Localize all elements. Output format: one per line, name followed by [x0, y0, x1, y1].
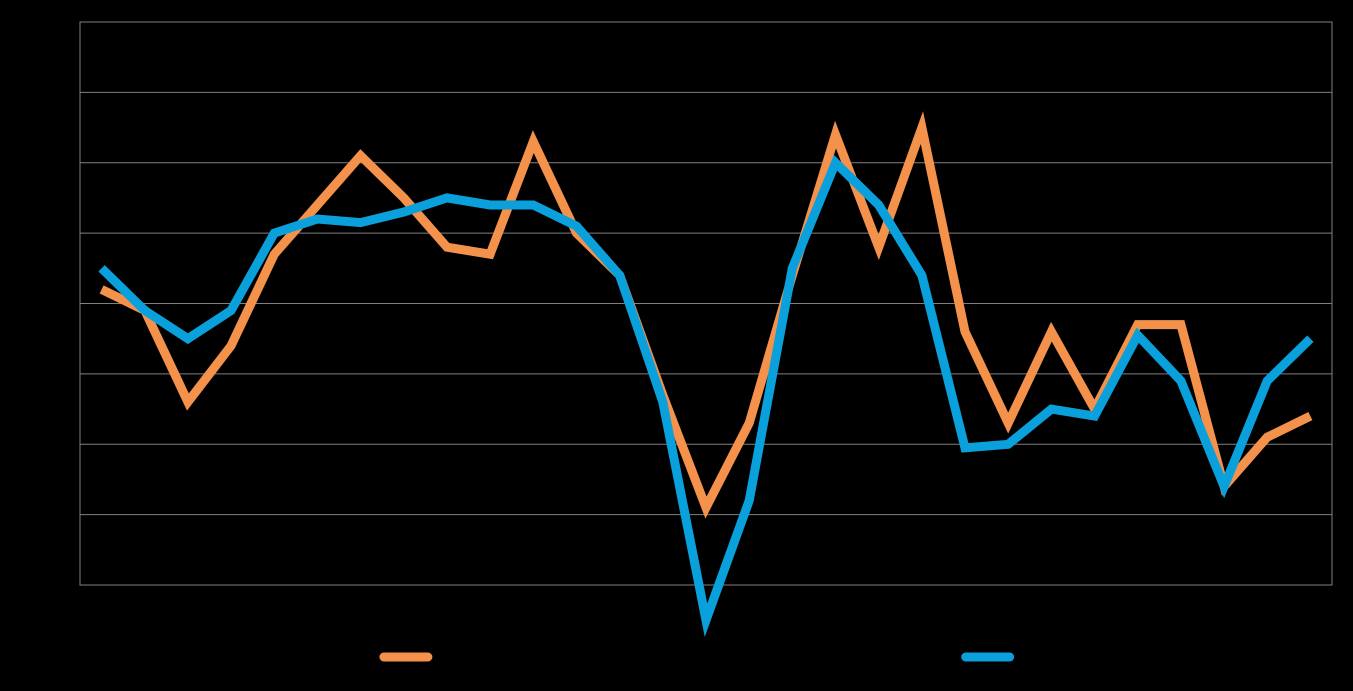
plot-frame	[79, 21, 1333, 586]
series-group	[98, 111, 1314, 637]
series-line-2	[98, 154, 1314, 637]
series-line-1	[99, 111, 1313, 519]
